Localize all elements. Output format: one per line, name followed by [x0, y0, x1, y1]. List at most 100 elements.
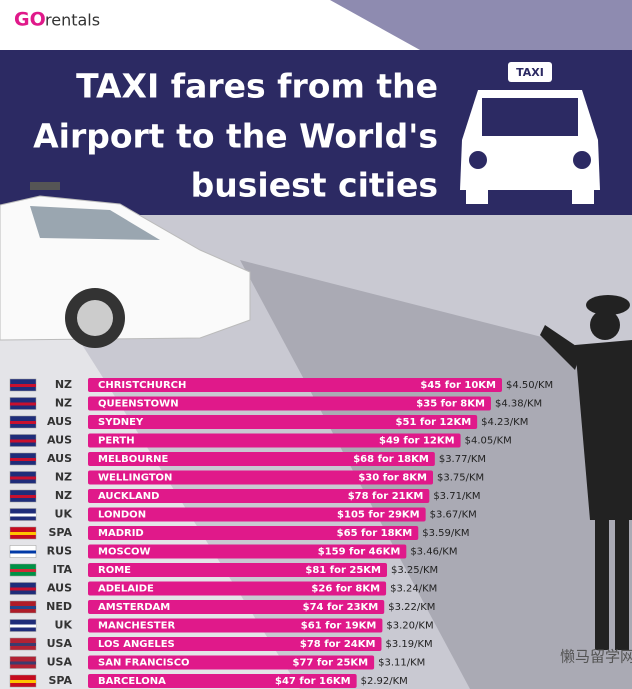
country-label: SPA — [49, 674, 73, 687]
category-label: MELBOURNE — [98, 454, 168, 465]
value-label: $3.11/KM — [378, 658, 425, 669]
value-label: $2.92/KM — [361, 676, 408, 687]
flag-detail — [10, 624, 36, 628]
flag — [9, 563, 37, 577]
brand-mark: GO — [14, 9, 46, 31]
category-label: ROME — [98, 565, 131, 576]
country-label: NZ — [55, 397, 72, 410]
bar — [88, 470, 433, 485]
bar — [88, 526, 419, 540]
bar — [88, 489, 430, 503]
fare-label: $35 for 8KM — [416, 399, 485, 410]
bar — [88, 415, 478, 429]
flag-detail — [10, 402, 36, 406]
country-label: RUS — [47, 545, 72, 558]
flag-detail — [10, 495, 36, 498]
flag — [9, 582, 37, 595]
category-label: ADELAIDE — [98, 584, 154, 595]
flag-detail — [10, 643, 36, 646]
title-line: TAXI fares from the — [76, 67, 438, 106]
category-label: BARCELONA — [98, 676, 166, 687]
flag — [9, 545, 37, 558]
country-label: NZ — [55, 378, 72, 391]
country-label: UK — [55, 508, 73, 521]
flag — [9, 656, 37, 669]
category-label: AMSTERDAM — [98, 602, 170, 613]
flag — [9, 600, 37, 614]
flag-detail — [10, 458, 36, 461]
flag — [9, 471, 37, 484]
category-label: LOS ANGELES — [98, 639, 175, 650]
category-label: WELLINGTON — [98, 473, 172, 484]
value-label: $4.50/KM — [506, 380, 553, 391]
country-label: UK — [55, 619, 73, 632]
country-label: NED — [46, 600, 72, 613]
taxi-sign: TAXI — [516, 66, 544, 79]
flag-detail — [10, 661, 36, 665]
value-label: $3.46/KM — [410, 547, 457, 558]
value-label: $3.59/KM — [422, 528, 469, 539]
fare-label: $78 for 21KM — [348, 491, 424, 502]
value-label: $3.67/KM — [430, 510, 477, 521]
country-label: AUS — [47, 415, 72, 428]
category-label: SAN FRANCISCO — [98, 658, 190, 669]
category-label: AUCKLAND — [98, 491, 159, 502]
bar — [88, 618, 383, 633]
flag — [9, 674, 37, 688]
value-label: $4.23/KM — [481, 417, 528, 428]
flag-detail — [10, 532, 36, 535]
flag — [9, 434, 37, 447]
top-decor — [330, 0, 632, 50]
man-illustration — [540, 295, 632, 650]
flag — [9, 378, 37, 392]
fare-label: $45 for 10KM — [420, 380, 496, 391]
flag — [9, 508, 37, 521]
fare-label: $61 for 19KM — [301, 621, 377, 632]
flag — [9, 619, 37, 632]
flag-detail — [10, 384, 36, 387]
flag — [9, 489, 37, 503]
bar — [88, 600, 385, 614]
flag — [9, 637, 37, 651]
value-label: $3.77/KM — [439, 454, 486, 465]
value-label: $3.25/KM — [391, 565, 438, 576]
brand: rentals — [45, 11, 100, 30]
fare-label: $51 for 12KM — [396, 417, 472, 428]
flag-detail — [10, 421, 36, 424]
fare-label: $81 for 25KM — [305, 565, 381, 576]
fare-label: $26 for 8KM — [311, 584, 380, 595]
bar — [88, 637, 382, 651]
flag-detail — [10, 606, 36, 609]
bar — [88, 507, 426, 522]
fare-label: $49 for 12KM — [379, 436, 455, 447]
taxi-icon: TAXI — [460, 62, 600, 204]
flag-detail — [10, 569, 36, 572]
fare-label: $74 for 23KM — [303, 602, 379, 613]
category-label: SYDNEY — [98, 417, 144, 428]
value-label: $4.05/KM — [465, 436, 512, 447]
flag-detail — [10, 587, 36, 591]
fare-label: $68 for 18KM — [353, 454, 429, 465]
title-line: busiest cities — [191, 166, 438, 205]
category-label: MANCHESTER — [98, 621, 175, 632]
flag-detail — [10, 680, 36, 683]
bar — [88, 674, 357, 688]
flag — [9, 415, 37, 429]
value-label: $3.22/KM — [388, 602, 435, 613]
country-label: NZ — [55, 489, 72, 502]
value-label: $3.75/KM — [437, 473, 484, 484]
flag-detail — [10, 476, 36, 480]
rows: NZ CHRISTCHURCH $45 for 10KM $4.50/KM NZ QUEE… — [9, 378, 553, 688]
fare-label: $78 for 24KM — [300, 639, 376, 650]
value-label: $3.19/KM — [385, 639, 432, 650]
watermark: 懒马留学网 — [560, 648, 632, 666]
flag — [9, 397, 37, 410]
value-label: $4.38/KM — [495, 399, 542, 410]
fare-label: $77 for 25KM — [293, 658, 369, 669]
category-label: CHRISTCHURCH — [98, 380, 186, 391]
flag-detail — [10, 439, 36, 443]
title-line: Airport to the World's — [33, 117, 438, 156]
bar — [88, 433, 461, 448]
flag-detail — [10, 513, 36, 517]
